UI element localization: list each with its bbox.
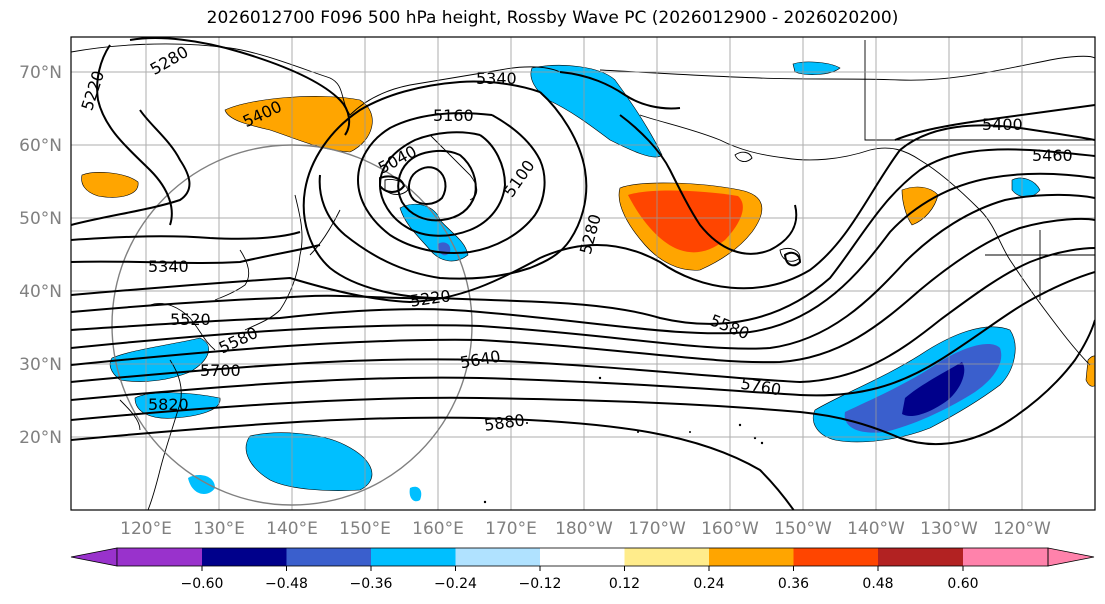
colorbar-segment [624, 548, 709, 566]
colorbar-segment [202, 548, 287, 566]
colorbar-segment [793, 548, 878, 566]
colorbar-tick-label: −0.12 [519, 576, 562, 592]
colorbar: −0.60 −0.48 −0.36 −0.24 −0.12 0.12 0.24 … [70, 547, 1095, 592]
positive-anomaly-west [81, 172, 139, 198]
lon-label: 120°W [993, 519, 1051, 539]
positive-anomaly-east-edge [1085, 355, 1095, 387]
contour-label: 5160 [433, 106, 474, 125]
lat-label: 50°N [19, 209, 62, 229]
colorbar-max-extension [1047, 547, 1095, 567]
contour-label: 5340 [476, 69, 517, 88]
lon-label: 180°W [555, 519, 613, 539]
colorbar-segment [878, 548, 963, 566]
contour-label: 5400 [982, 115, 1023, 134]
lon-label: 170°E [485, 519, 537, 539]
lon-label: 140°W [847, 519, 905, 539]
map-title: 2026012700 F096 500 hPa height, Rossby W… [206, 8, 899, 28]
lon-label: 120°E [120, 519, 172, 539]
negative-anomaly-alaska-north [792, 61, 841, 75]
lon-label: 170°W [628, 519, 686, 539]
lon-label: 150°W [774, 519, 832, 539]
colorbar-segment [371, 548, 456, 566]
colorbar-tick-label: −0.24 [434, 576, 477, 592]
colorbar-segment [117, 548, 202, 566]
lat-label: 30°N [19, 355, 62, 375]
colorbar-segment [455, 548, 540, 566]
contour-label: 5520 [170, 310, 211, 329]
colorbar-tick-label: −0.60 [181, 576, 224, 592]
negative-anomaly-sea-small-2 [188, 475, 215, 494]
lat-label: 40°N [19, 282, 62, 302]
contour-label: 5820 [148, 395, 189, 414]
colorbar-segment [540, 548, 625, 566]
contour-label: 5700 [200, 361, 241, 380]
map-frame [70, 36, 1096, 511]
contour-label: 5460 [1032, 146, 1073, 165]
colorbar-tick-label: 0.24 [693, 576, 724, 592]
colorbar-tick-label: 0.60 [947, 576, 978, 592]
positive-anomaly-kamchatka [224, 96, 373, 153]
lon-label: 160°W [701, 519, 759, 539]
colorbar-tick-label: 0.36 [778, 576, 809, 592]
lon-label: 140°E [266, 519, 318, 539]
height-contours [71, 37, 1095, 510]
colorbar-tick-label: 0.12 [609, 576, 640, 592]
colorbar-segment [286, 548, 371, 566]
colorbar-tick-label: 0.48 [862, 576, 893, 592]
lon-label: 130°E [193, 519, 245, 539]
lat-label: 60°N [19, 136, 62, 156]
colorbar-min-extension [70, 547, 118, 567]
lon-label: 130°W [920, 519, 978, 539]
lat-label: 20°N [19, 428, 62, 448]
colorbar-tick-label: −0.48 [265, 576, 308, 592]
colorbar-segment [963, 548, 1048, 566]
latitude-labels: 70°N 60°N 50°N 40°N 30°N 20°N [19, 63, 62, 448]
lon-label: 160°E [412, 519, 464, 539]
longitude-labels: 120°E 130°E 140°E 150°E 160°E 170°E 180°… [120, 519, 1051, 539]
contour-label: 5340 [148, 257, 189, 276]
negative-anomaly-sea-small [409, 486, 422, 502]
lat-label: 70°N [19, 63, 62, 83]
lon-label: 150°E [339, 519, 391, 539]
colorbar-segment [709, 548, 794, 566]
negative-anomaly-pacific-south [245, 432, 373, 491]
colorbar-tick-label: −0.36 [350, 576, 393, 592]
